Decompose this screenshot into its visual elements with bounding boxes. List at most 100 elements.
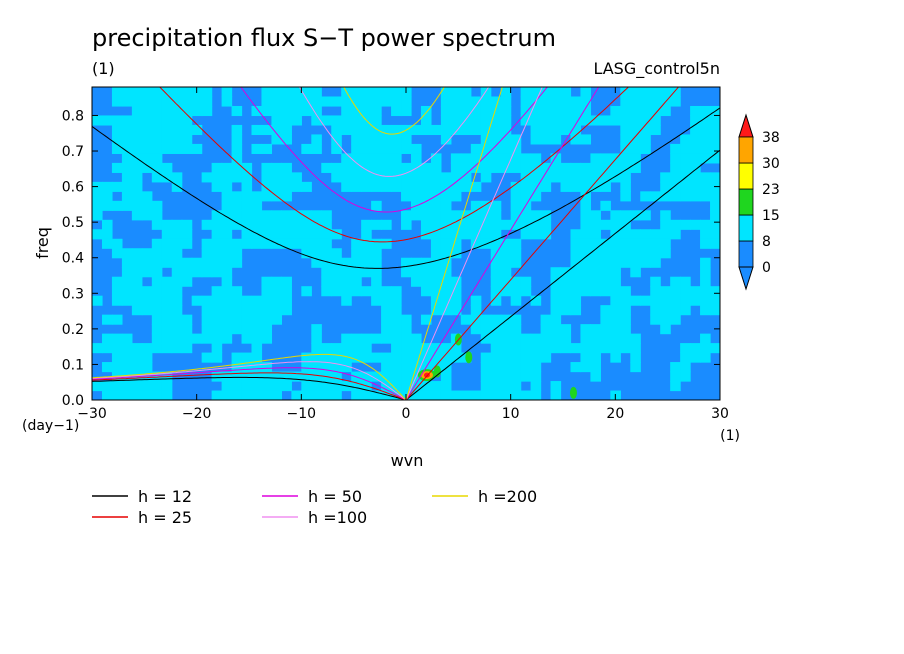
field-cell-level-8 bbox=[620, 210, 631, 221]
field-cell-level-8 bbox=[181, 276, 193, 287]
field-cell-level-8 bbox=[141, 305, 153, 316]
field-cell-level-8 bbox=[500, 276, 512, 287]
field-cell-level-8 bbox=[171, 96, 183, 107]
field-cell-level-8 bbox=[680, 305, 691, 316]
field-cell-level-8 bbox=[211, 248, 223, 259]
field-cell-level-8 bbox=[181, 324, 193, 335]
field-cell-level-8 bbox=[171, 134, 183, 145]
field-cell-level-8 bbox=[660, 87, 671, 98]
field-cell-level-8 bbox=[530, 295, 542, 306]
field-cell-level-8 bbox=[560, 343, 572, 354]
field-cell-level-8 bbox=[211, 229, 223, 240]
field-cell-level-8 bbox=[361, 238, 372, 249]
field-cell-level-8 bbox=[121, 124, 133, 136]
field-cell-level-8 bbox=[211, 210, 223, 221]
field-cell-level-8 bbox=[640, 96, 651, 107]
field-cell-level-8 bbox=[640, 143, 651, 154]
legend-label: h = 12 bbox=[138, 487, 192, 506]
field-cell-level-8 bbox=[101, 314, 113, 325]
field-cell-level-8 bbox=[550, 390, 562, 400]
field-cell-level-8 bbox=[480, 200, 492, 211]
field-cell-level-8 bbox=[251, 105, 263, 117]
field-cell-level-8 bbox=[201, 248, 213, 259]
field-cell-level-8 bbox=[450, 172, 462, 183]
field-cell-level-8 bbox=[261, 390, 273, 400]
field-cell-level-8 bbox=[371, 153, 382, 164]
field-cell-level-8 bbox=[131, 191, 143, 202]
field-cell-level-8 bbox=[401, 143, 412, 154]
field-cell-level-8 bbox=[430, 153, 442, 164]
field-cell-level-8 bbox=[520, 181, 532, 192]
field-cell-level-8 bbox=[690, 172, 701, 183]
field-cell-level-8 bbox=[92, 295, 103, 306]
field-cell-level-8 bbox=[301, 371, 312, 382]
field-cell-level-8 bbox=[550, 172, 562, 183]
field-cell-level-8 bbox=[600, 248, 611, 259]
field-cell-level-8 bbox=[211, 267, 223, 278]
field-cell-level-8 bbox=[371, 96, 382, 107]
field-cell-level-8 bbox=[700, 124, 711, 136]
field-cell-level-8 bbox=[480, 105, 492, 117]
field-cell-level-8 bbox=[420, 276, 432, 287]
field-cell-level-8 bbox=[311, 352, 322, 363]
field-cell-level-8 bbox=[650, 314, 661, 325]
field-cell-level-8 bbox=[570, 238, 582, 249]
field-cell-level-8 bbox=[620, 96, 631, 107]
field-cell-level-8 bbox=[381, 96, 392, 107]
field-cell-level-8 bbox=[650, 115, 661, 126]
field-cell-level-8 bbox=[570, 248, 582, 259]
field-cell-level-8 bbox=[371, 257, 382, 268]
field-cell-level-8 bbox=[101, 181, 113, 192]
field-cell-level-8 bbox=[361, 343, 372, 354]
field-cell-level-8 bbox=[630, 162, 641, 173]
field-cell-level-8 bbox=[480, 124, 492, 136]
field-cell-level-8 bbox=[321, 343, 332, 354]
field-cell-level-8 bbox=[640, 87, 651, 98]
field-cell-level-8 bbox=[141, 87, 153, 98]
field-cell-level-8 bbox=[251, 333, 263, 344]
field-cell-level-8 bbox=[510, 191, 522, 202]
field-cell-level-8 bbox=[361, 105, 372, 117]
y-tick-label: 0.4 bbox=[62, 251, 84, 267]
field-cell-level-8 bbox=[580, 87, 592, 98]
field-cell-level-8 bbox=[181, 134, 193, 145]
field-cell-level-8 bbox=[251, 295, 263, 306]
field-cell-level-8 bbox=[101, 238, 113, 249]
field-cell-level-8 bbox=[131, 305, 143, 316]
field-cell-level-8 bbox=[141, 162, 153, 173]
field-cell-level-8 bbox=[371, 390, 382, 400]
field-cell-level-8 bbox=[450, 295, 462, 306]
field-cell-level-8 bbox=[580, 229, 592, 240]
field-cell-level-8 bbox=[530, 162, 542, 173]
field-cell-level-8 bbox=[321, 248, 332, 259]
field-cell-level-8 bbox=[650, 105, 661, 117]
gravity-curve bbox=[159, 87, 630, 243]
field-cell-level-8 bbox=[470, 143, 482, 154]
field-cell-level-8 bbox=[590, 238, 601, 249]
field-cell-level-8 bbox=[331, 371, 342, 382]
field-cell-level-8 bbox=[610, 172, 621, 183]
field-cell-level-8 bbox=[371, 181, 382, 192]
field-cell-level-8 bbox=[610, 352, 621, 363]
x-tick-label: −20 bbox=[182, 406, 212, 422]
field-cell-level-8 bbox=[590, 210, 601, 221]
field-cell-level-8 bbox=[530, 381, 542, 392]
field-cell-level-8 bbox=[580, 115, 592, 126]
field-cell-level-8 bbox=[311, 219, 322, 230]
field-cell-level-8 bbox=[520, 162, 532, 173]
field-cell-level-8 bbox=[500, 390, 512, 400]
field-cell-level-8 bbox=[550, 105, 562, 117]
field-cell-level-8 bbox=[540, 324, 552, 335]
field-cell-level-8 bbox=[480, 115, 492, 126]
field-cell-level-8 bbox=[490, 210, 502, 221]
field-cell-level-8 bbox=[550, 343, 562, 354]
field-cell-level-8 bbox=[710, 172, 720, 183]
field-cell-level-8 bbox=[660, 181, 671, 192]
field-cell-level-8 bbox=[580, 134, 592, 145]
field-cell-level-8 bbox=[131, 390, 143, 400]
field-cell-level-8 bbox=[590, 219, 601, 230]
field-cell-level-8 bbox=[680, 153, 691, 164]
field-cell-level-8 bbox=[251, 238, 263, 249]
field-cell-level-8 bbox=[420, 191, 432, 202]
field-cell-level-8 bbox=[281, 105, 292, 117]
